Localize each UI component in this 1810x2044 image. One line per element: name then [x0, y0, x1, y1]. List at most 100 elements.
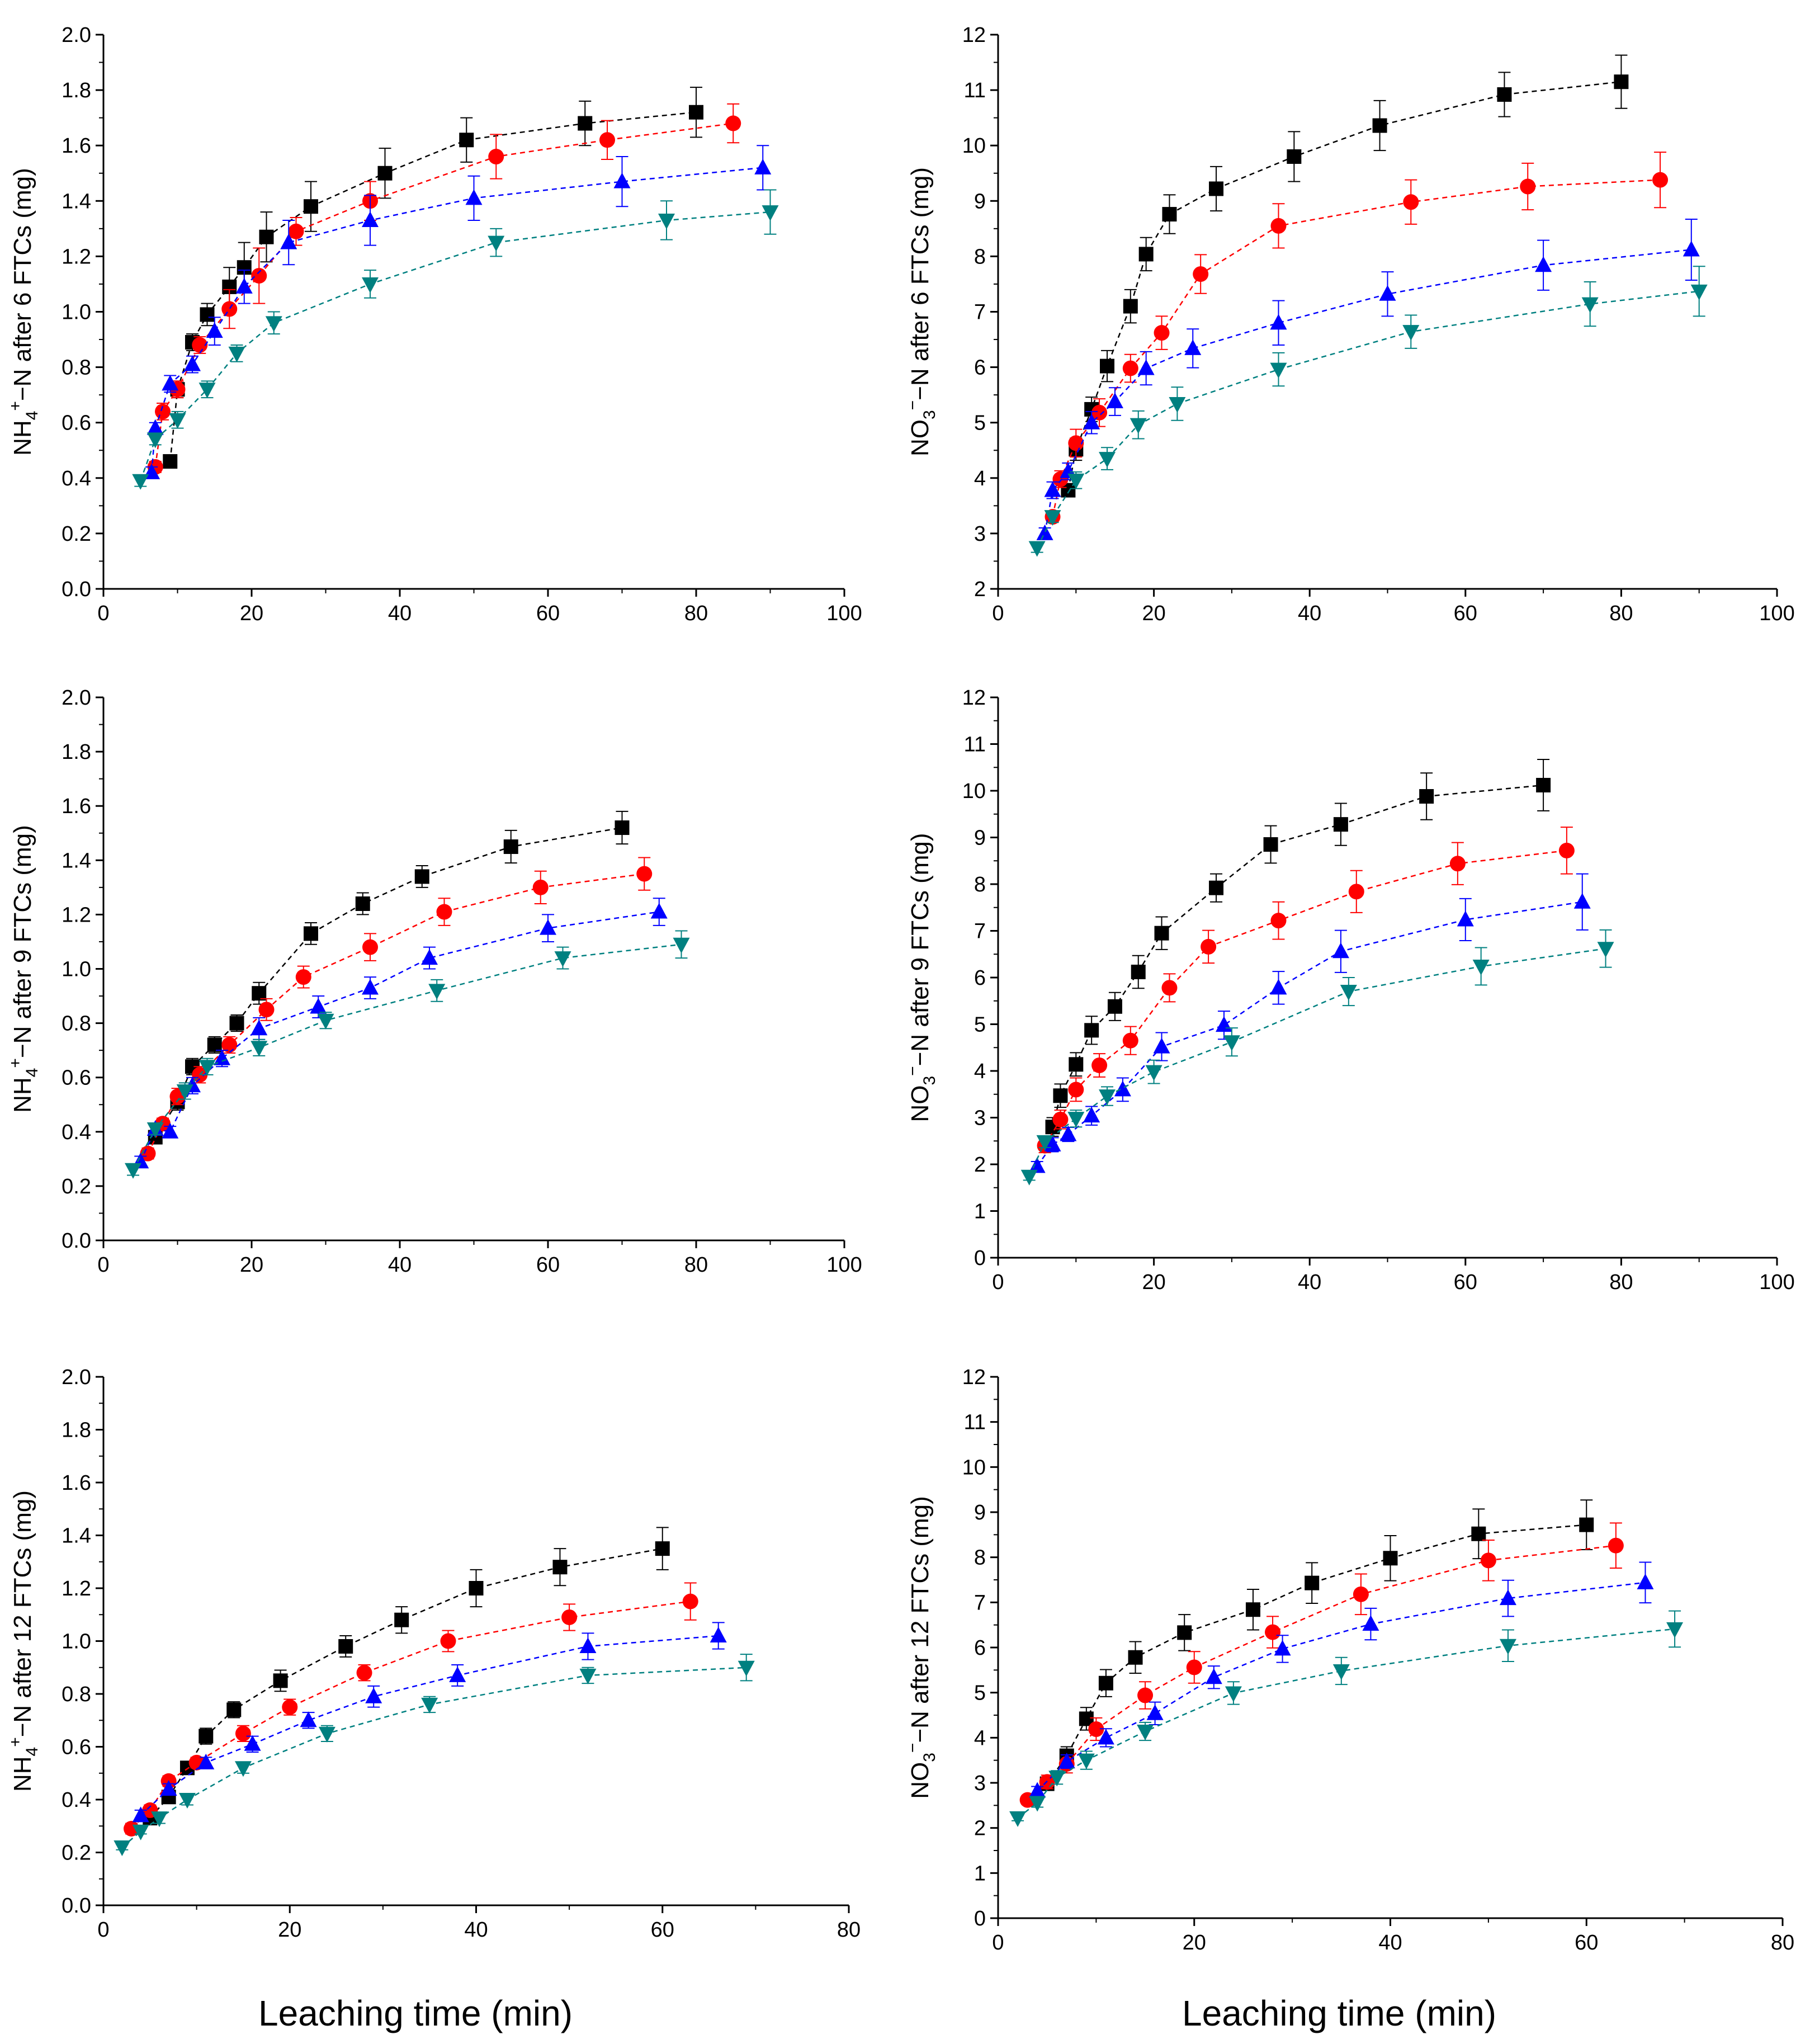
- y-tick-label: 5: [974, 1682, 986, 1705]
- data-point: [459, 133, 474, 148]
- data-point: [1184, 339, 1202, 355]
- y-tick-label: 1.2: [62, 245, 91, 268]
- data-point: [540, 919, 556, 935]
- x-tick-label: 20: [1142, 1271, 1165, 1294]
- y-tick-label: 0.2: [62, 1842, 91, 1865]
- y-tick-label: 0.8: [62, 1012, 91, 1036]
- x-tick-label: 0: [992, 602, 1004, 625]
- series-line: [140, 1635, 719, 1816]
- data-point: [1245, 1602, 1260, 1617]
- y-tick-label: 1.0: [62, 1630, 91, 1654]
- data-point: [1091, 1057, 1108, 1073]
- data-point: [503, 839, 518, 855]
- data-point: [1383, 1551, 1398, 1566]
- y-tick-label: 8: [974, 245, 986, 268]
- y-tick-label: 6: [974, 356, 986, 380]
- data-point: [338, 1639, 353, 1654]
- data-point: [1137, 1725, 1154, 1741]
- data-point: [288, 223, 304, 239]
- data-point: [1223, 1035, 1240, 1051]
- x-tick-label: 100: [826, 602, 862, 625]
- data-point: [304, 926, 318, 941]
- data-point: [1348, 884, 1364, 900]
- x-tick-label: 60: [651, 1918, 674, 1942]
- data-point: [1480, 1552, 1496, 1569]
- y-axis-label: NH4+−N after 6 FTCs (mg): [6, 168, 41, 456]
- data-point: [318, 1726, 335, 1743]
- data-point: [1471, 1526, 1486, 1541]
- data-point: [226, 1702, 242, 1717]
- x-tick-label: 80: [684, 1253, 708, 1277]
- y-tick-label: 1.2: [62, 903, 91, 927]
- x-tick-label: 0: [97, 1253, 109, 1277]
- y-tick-label: 2.0: [62, 23, 91, 47]
- data-point: [1128, 1650, 1143, 1665]
- data-point: [1637, 1573, 1654, 1589]
- data-point: [244, 1735, 261, 1751]
- series-4: [125, 930, 690, 1179]
- data-point: [258, 1002, 275, 1018]
- panel-1: 0 20 40 60 80 100 0.0 0.2 0.4 0.6 0.8 1.0 1.2 1.4 1.6 1…: [6, 23, 862, 625]
- data-point: [1265, 1624, 1281, 1640]
- data-point: [1068, 1082, 1084, 1098]
- data-point: [317, 1013, 334, 1030]
- data-point: [725, 115, 741, 131]
- data-point: [1270, 218, 1287, 234]
- y-tick-label: 3: [974, 1772, 986, 1795]
- data-point: [579, 1637, 597, 1653]
- data-point: [561, 1609, 578, 1625]
- data-point: [1270, 979, 1287, 995]
- data-point: [578, 116, 593, 131]
- data-point: [1036, 524, 1053, 540]
- data-point: [1372, 118, 1387, 133]
- data-point: [1332, 942, 1349, 959]
- y-tick-label: 5: [974, 412, 986, 435]
- data-point: [199, 1729, 214, 1744]
- y-tick-label: 0.8: [62, 356, 91, 380]
- data-point: [304, 199, 318, 214]
- data-point: [146, 1122, 164, 1138]
- data-point: [1068, 435, 1084, 451]
- data-point: [1091, 404, 1108, 421]
- data-point: [1193, 266, 1209, 282]
- x-tick-label: 40: [1298, 1271, 1321, 1294]
- data-point: [1138, 247, 1154, 262]
- data-point: [1029, 1796, 1046, 1812]
- series-line: [154, 122, 734, 468]
- data-point: [295, 969, 311, 985]
- x-tick-label: 40: [1378, 1931, 1402, 1955]
- y-tick-label: 1.8: [62, 1419, 91, 1442]
- data-point: [1536, 777, 1551, 792]
- x-tick-label: 0: [97, 602, 109, 625]
- data-point: [199, 383, 216, 399]
- data-point: [1270, 314, 1287, 330]
- data-point: [178, 1793, 196, 1809]
- y-tick-label: 0.0: [62, 578, 91, 601]
- data-point: [469, 1581, 484, 1595]
- data-point: [132, 474, 149, 490]
- data-point: [221, 1037, 238, 1053]
- data-point: [162, 1122, 179, 1139]
- data-point: [282, 1699, 298, 1715]
- data-point: [1028, 1157, 1046, 1173]
- y-tick-label: 10: [962, 1456, 986, 1479]
- y-tick-label: 9: [974, 1501, 986, 1524]
- data-point: [160, 1780, 177, 1796]
- panels: 0 20 40 60 80 1000.00.20.40.60.81.01.21.41.61…: [6, 23, 1795, 1955]
- data-point: [1161, 980, 1178, 996]
- data-point: [197, 1753, 215, 1769]
- series-1: [1061, 54, 1629, 498]
- y-tick-label: 0: [974, 1907, 986, 1930]
- y-tick-label: 1.6: [62, 134, 91, 158]
- data-point: [1457, 910, 1474, 927]
- data-point: [1162, 207, 1177, 222]
- x-tick-label: 60: [1454, 602, 1477, 625]
- data-point: [1558, 842, 1575, 858]
- data-point: [1088, 1721, 1104, 1738]
- data-point: [1287, 149, 1302, 164]
- x-tick-label: 60: [536, 602, 560, 625]
- data-point: [1169, 397, 1186, 413]
- data-point: [1579, 1517, 1594, 1532]
- x-tick-label: 60: [536, 1253, 560, 1277]
- data-point: [265, 316, 282, 332]
